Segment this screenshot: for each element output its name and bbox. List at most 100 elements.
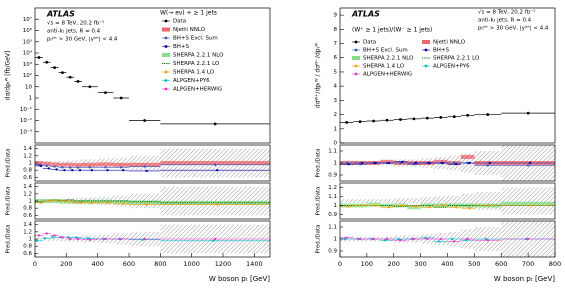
ratio-tick-label: 0.8 [23,244,32,250]
legend-label: Njetti NNLO [173,27,206,33]
prediction-marker [528,161,532,165]
data-point [385,118,389,122]
y-tick-label: 10⁶ [23,27,33,34]
ratio-tick-label: 1.1 [328,149,337,155]
ratio-tick-label: 0.6 [23,251,32,257]
data-uncertainty [42,237,51,241]
legend-marker [424,48,428,52]
data-point [68,75,72,79]
prediction-band [58,199,67,204]
data-uncertainty [97,196,114,206]
x-tick-label: 1200 [215,260,232,268]
prediction-marker [35,239,39,242]
prediction-marker [486,164,490,167]
ratio-panel [340,145,555,181]
legend-marker [354,40,358,44]
data-point [119,96,123,100]
data-point [466,113,470,117]
y-tick-label: 6 [334,55,338,61]
prediction-marker [119,237,123,241]
data-point [61,71,64,75]
prediction-marker [401,204,404,207]
prediction-marker [45,232,48,235]
note: √s = 8 TeV, 20.2 fb⁻¹ [478,9,535,16]
prediction-marker [43,237,46,240]
data-uncertainty [82,197,98,205]
y-tick-label: 10⁷ [23,16,32,23]
atlas-label: ATLAS [351,10,380,19]
x-tick-label: 400 [441,260,453,268]
prediction-marker [53,234,56,237]
prediction-band [460,155,475,159]
ratio-tick-label: 0.9 [328,249,337,255]
ratio-tick-label: 0.9 [328,212,337,218]
legend-swatch [162,27,170,32]
prediction-marker [37,163,41,166]
data-point [486,113,490,116]
prediction-marker [358,237,362,241]
x-tick-label: 600 [123,260,135,268]
prediction-band [366,202,381,207]
data-uncertainty [58,160,67,166]
prediction-marker [71,200,74,203]
legend-label: BH+S [173,44,190,50]
prediction-band [129,200,161,205]
prediction-marker [61,166,64,169]
prediction-marker [51,236,54,239]
prediction-marker [345,161,348,165]
x-tick-label: 700 [522,260,534,268]
data-uncertainty [113,195,129,207]
data-point [45,60,49,64]
data-uncertainty [35,161,43,165]
prediction-marker [88,166,92,169]
data-point [345,120,349,124]
data-uncertainty [74,160,82,166]
data-uncertainty [420,197,435,205]
prediction-band [74,163,82,168]
prediction-marker [455,163,458,166]
legend-label: Data [363,40,376,46]
prediction-marker [90,201,94,204]
legend-marker [354,48,358,52]
data-uncertainty [97,158,114,168]
prediction-marker [488,204,492,207]
prediction-marker [67,236,70,239]
data-uncertainty [460,193,475,209]
x-tick-label: 800 [154,260,166,268]
prediction-marker [63,169,66,172]
x-tick-label: 100 [361,260,373,268]
legend-label: SHERPA 2.2.1 NLO [173,53,224,59]
data-uncertainty [434,196,448,206]
data-point [425,116,429,120]
prediction-band [113,162,129,167]
prediction-marker [528,204,532,207]
y-tick-label: 10⁴ [23,50,33,57]
ratio-panel [35,186,270,216]
prediction-marker [372,237,375,241]
prediction-marker [387,161,391,165]
data-uncertainty [35,237,43,241]
ratio-frame [339,182,556,220]
prediction-marker [55,199,58,202]
y-tick-label: 3 [334,98,338,104]
ratio-tick-label: 1.1 [328,225,337,231]
prediction-marker [441,204,444,207]
y-tick-label: 10⁻³ [20,128,32,135]
ratio-tick-label: 0.6 [23,175,32,181]
data-uncertainty [340,199,354,203]
legend-label: Njetti NNLO [433,40,466,46]
prediction-marker [74,236,78,239]
data-point [104,91,107,95]
data-point [358,120,362,124]
prediction-marker [358,163,362,166]
y-tick-label: 9 [334,13,338,19]
data-uncertainty [393,198,408,204]
y-tick-label: 10⁻² [20,117,32,124]
data-point [412,117,416,121]
prediction-marker [69,237,72,241]
data-point [143,119,147,122]
chart-title: W(→ eν) + ≥ 1 jets [160,10,217,17]
data-uncertainty [447,195,461,207]
chart-title: (W⁺ ≥ 1 jets)/(W⁻ ≥ 1 jets) [352,27,432,34]
